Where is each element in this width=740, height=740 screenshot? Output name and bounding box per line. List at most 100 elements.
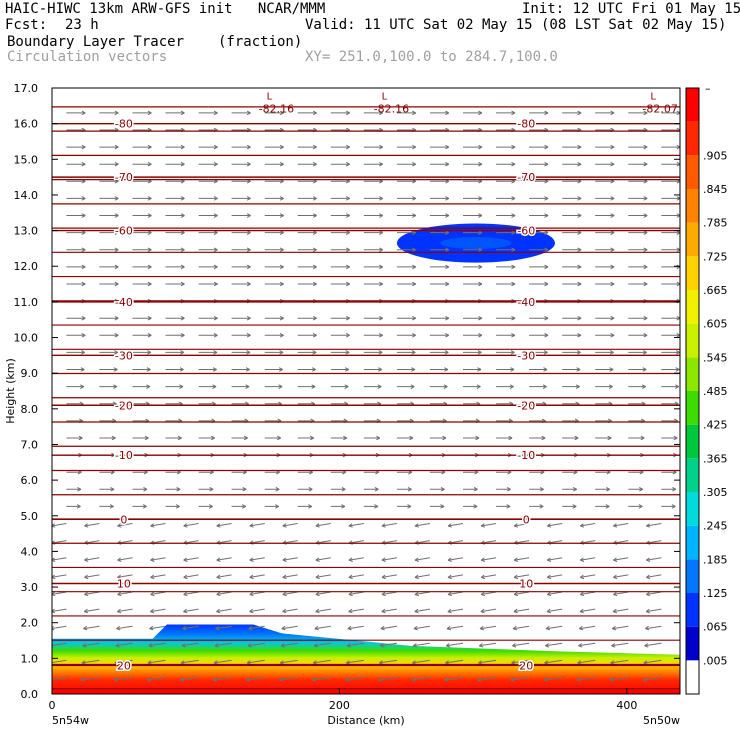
init-time: Init: 12 UTC Fri 01 May 15 [522,1,740,17]
vector-arrow [165,504,180,509]
vector-arrow [463,213,483,218]
vector-arrow [66,110,86,116]
vector-arrow [628,247,648,253]
vector-arrow [282,557,298,562]
vector-arrow [363,435,381,441]
vector-arrow [264,213,284,218]
colorbar-segment [686,424,699,459]
vector-arrow [132,264,152,270]
vector-arrow [132,384,151,389]
isotherm-label: -70 [517,171,535,184]
vector-arrow [231,315,251,321]
colorbar-label: .905 [703,149,728,162]
vector-arrow [661,144,680,150]
vector-arrow [80,677,100,682]
isotherm-label: -80 [115,118,133,131]
vector-arrow [609,677,629,682]
vector-arrow [477,677,497,682]
vector-arrow [661,264,680,270]
vector-arrow [312,677,331,682]
vector-arrow [661,315,680,321]
vector-arrow [264,504,280,509]
vector-arrow [463,487,478,492]
vector-arrow [496,350,515,355]
colorbar-label: .245 [703,520,728,533]
vector-arrow [84,591,100,597]
vector-arrow [113,677,133,682]
vector-arrow [330,144,351,150]
vector-arrow [628,161,648,167]
isotherm-label: 10 [117,577,131,590]
vector-arrow [280,642,298,648]
vector-arrow [628,110,648,116]
vector-arrow [529,333,549,338]
colorbar-label: .305 [703,486,728,499]
vector-arrow [562,487,578,492]
vector-arrow [264,315,284,321]
vector-arrow [628,144,648,150]
colorbar-label: .185 [703,553,728,566]
vector-arrow [595,264,615,270]
colorbar-segment [686,357,699,391]
vector-arrow [396,487,412,492]
vector-arrow [297,384,316,389]
vector-arrow [198,333,218,338]
vector-arrow [330,487,346,492]
vector-arrow [231,247,251,253]
vector-arrow [363,247,384,253]
vector-arrow [363,315,384,321]
vector-arrow [429,487,445,492]
vector-arrow [429,367,449,372]
vector-arrow [363,213,384,218]
colorbar-segment [686,121,699,156]
vector-arrow [513,557,530,562]
vector-arrow [132,367,151,372]
vector-arrow [348,591,364,597]
vector-arrow [198,281,218,287]
vector-arrow [429,315,450,321]
vector-arrow [562,315,582,321]
vector-arrow [529,367,548,372]
vector-arrow [215,625,232,631]
vector-arrow [99,264,119,270]
vector-arrow [231,213,251,218]
vector-arrow [429,196,450,201]
minimum-value: -82.07 [642,102,677,115]
vector-arrow [645,625,662,631]
vector-arrow [198,144,218,150]
vector-arrow [529,213,549,218]
vector-arrow [150,557,166,562]
vector-arrow [429,281,450,287]
vector-arrow [165,333,185,338]
y-tick-label: 13.0 [14,225,39,238]
vector-arrow [562,333,582,338]
vector-arrow [52,523,67,528]
isotherm-label: -80 [517,118,535,131]
vector-arrow [66,504,81,509]
vector-arrow [313,642,331,648]
vector-arrow [84,574,100,580]
vector-arrow [396,281,417,287]
vector-arrow [297,161,317,167]
colorbar: .005 .065 .125 .185 .245 .305 .365 .425 .485 .545… [685,82,728,695]
vector-arrow [183,574,199,580]
vector-arrow [396,247,417,253]
vector-arrow [612,608,629,614]
vector-arrow [595,315,615,321]
vector-arrow [642,677,662,682]
vector-arrow [116,625,133,631]
y-tick-label: 5.0 [21,510,39,523]
minimum-value: -82.16 [259,102,294,115]
vector-arrow [52,557,67,562]
vector-arrow [496,504,511,509]
isotherm-label: -40 [517,296,535,309]
isotherm-label: 20 [117,659,131,672]
vector-arrow [198,264,218,270]
vector-arrow [66,281,86,287]
isotherm-labels: -80 -80 -70 -70 -60 -60 -40 -40 -30 -30 -20 -20 -10 -… [113,116,536,674]
vector-arrow [297,487,313,492]
vector-arrow [463,504,478,509]
vector-arrow [52,591,67,597]
vector-arrow [545,625,563,631]
vector-arrow [66,230,86,235]
